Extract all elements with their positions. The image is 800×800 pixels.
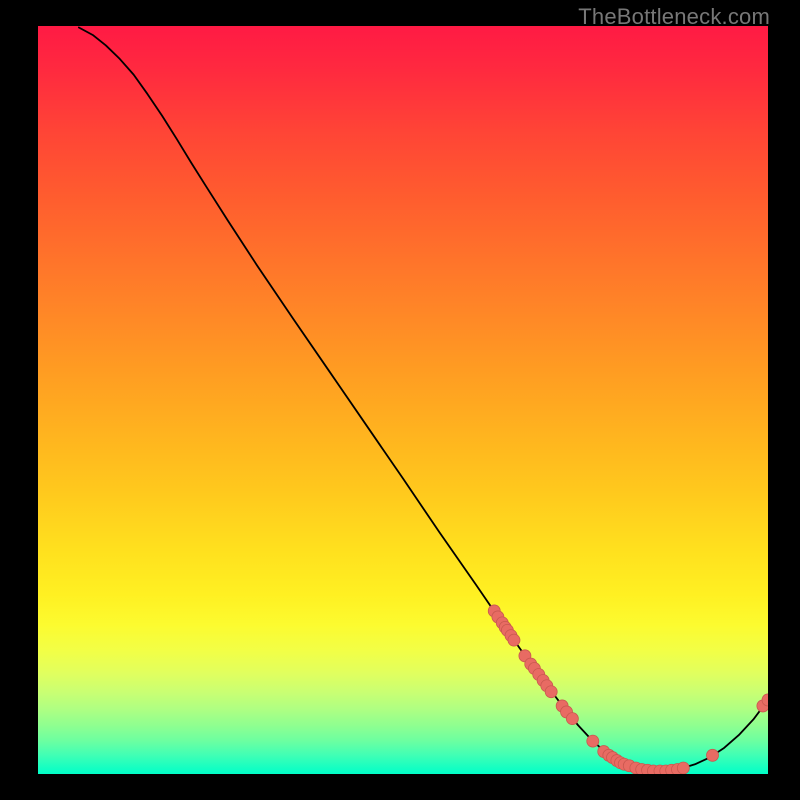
data-marker [707,749,719,761]
chart-frame: { "canvas": { "width": 800, "height": 80… [0,0,800,800]
watermark: TheBottleneck.com [578,4,770,30]
data-marker [677,762,689,774]
data-marker [545,686,557,698]
plot-svg [38,26,768,774]
plot-area [38,26,768,774]
data-marker [587,735,599,747]
data-marker [566,713,578,725]
data-marker [508,634,520,646]
